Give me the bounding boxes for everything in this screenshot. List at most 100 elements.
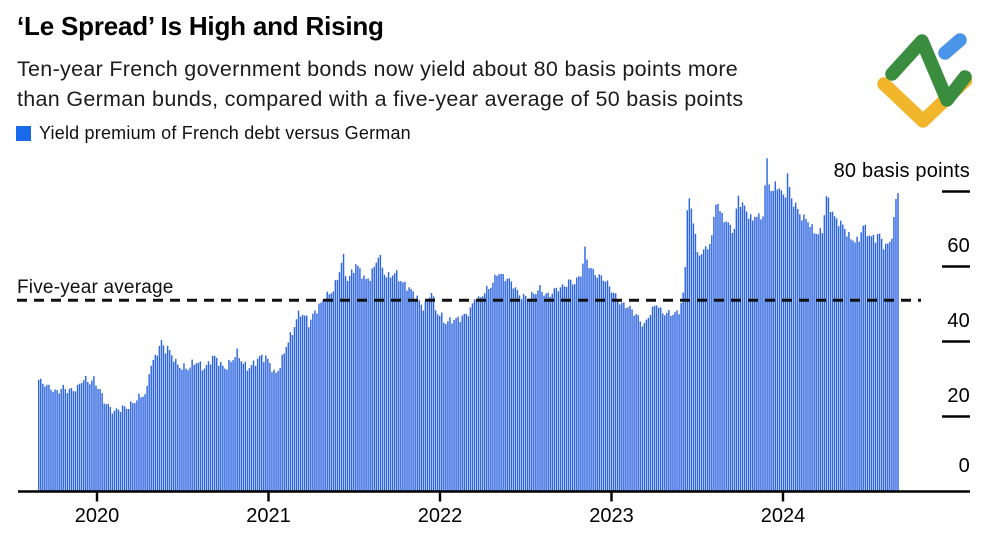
bar — [306, 315, 308, 492]
bar — [557, 291, 560, 492]
bar — [228, 360, 230, 492]
bar — [496, 275, 498, 492]
bar — [58, 393, 60, 492]
bar — [698, 255, 701, 492]
bar — [709, 244, 711, 492]
bar — [882, 249, 885, 492]
bar — [645, 319, 648, 492]
bar — [696, 252, 699, 492]
bar — [868, 235, 871, 492]
bar — [479, 297, 482, 492]
bar — [379, 254, 382, 492]
bar — [842, 224, 844, 492]
bar — [351, 269, 353, 492]
bar — [717, 203, 719, 492]
bar — [498, 274, 500, 492]
bar — [201, 370, 204, 492]
bar — [668, 310, 670, 492]
bar — [224, 368, 226, 492]
bar — [330, 293, 332, 492]
bar — [616, 301, 619, 492]
bar — [244, 361, 247, 492]
bar — [283, 353, 285, 492]
bar — [856, 236, 858, 492]
bar — [662, 313, 664, 492]
bar — [631, 309, 633, 492]
bar — [256, 358, 259, 492]
bar — [91, 380, 93, 492]
bar — [391, 275, 394, 492]
bar — [416, 295, 418, 492]
bar — [741, 202, 744, 492]
bar — [170, 355, 173, 492]
bar — [265, 355, 267, 492]
bar — [453, 320, 455, 492]
bar — [406, 290, 408, 492]
bar — [840, 220, 842, 492]
bar — [571, 284, 574, 492]
bar — [784, 197, 787, 492]
bar — [87, 382, 89, 492]
bar — [602, 280, 605, 492]
bar — [121, 405, 124, 492]
bar — [809, 227, 811, 492]
bar — [627, 307, 629, 492]
bar — [369, 280, 371, 492]
bar — [598, 274, 601, 492]
bar — [52, 391, 54, 492]
bar — [205, 365, 208, 492]
bar — [502, 274, 504, 492]
bar — [40, 378, 42, 492]
bar — [166, 346, 169, 492]
bar — [258, 355, 261, 492]
bar — [574, 284, 576, 492]
bar — [113, 410, 116, 492]
bar — [752, 220, 754, 492]
bar — [547, 292, 549, 492]
bar — [461, 315, 463, 492]
bar — [682, 292, 684, 492]
bar — [895, 199, 897, 492]
bar — [713, 216, 715, 492]
bar — [295, 319, 298, 492]
bar — [402, 282, 404, 492]
bar — [361, 278, 363, 492]
bar — [373, 266, 375, 492]
bar — [676, 310, 678, 492]
litefinance-logo — [877, 33, 972, 128]
bar — [420, 304, 423, 492]
bar — [248, 368, 251, 492]
bar — [357, 265, 359, 492]
bar — [68, 388, 71, 492]
bar — [772, 190, 774, 492]
bar — [72, 391, 75, 492]
bar — [539, 285, 541, 492]
bar — [197, 362, 200, 492]
bar — [670, 315, 672, 492]
bar — [815, 233, 817, 492]
bar — [125, 408, 128, 492]
bar — [146, 385, 148, 492]
bar — [50, 389, 52, 492]
bar — [664, 315, 666, 492]
bar — [226, 369, 228, 492]
bar — [484, 293, 486, 492]
bar — [506, 278, 508, 492]
bar — [778, 188, 781, 492]
bar — [707, 249, 709, 492]
bar — [831, 211, 834, 492]
bar — [326, 291, 328, 492]
bar — [277, 370, 279, 492]
bar — [250, 365, 253, 492]
bar — [103, 403, 105, 492]
bar — [535, 294, 537, 492]
bar — [183, 363, 185, 492]
bar — [156, 355, 159, 492]
bar — [680, 303, 682, 492]
bar — [723, 222, 725, 492]
bar — [655, 305, 658, 492]
bar — [592, 268, 594, 492]
bar — [281, 354, 283, 492]
bar — [715, 204, 717, 492]
bar — [334, 280, 337, 492]
